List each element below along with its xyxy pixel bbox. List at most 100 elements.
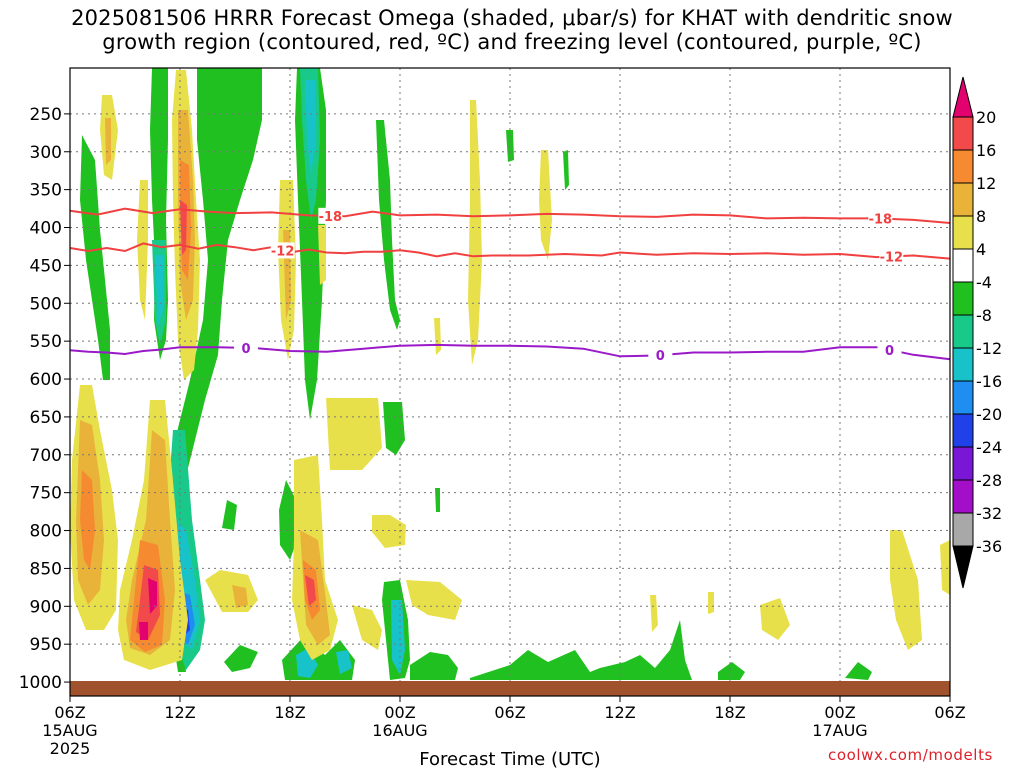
- omega-negative-region: [376, 120, 400, 330]
- omega-negative-region: [410, 652, 458, 680]
- colorbar-swatch: [952, 182, 974, 217]
- omega-positive-region: [318, 225, 326, 285]
- x-tick-date-label: 17AUG: [812, 721, 867, 740]
- y-tick-label: 750: [30, 484, 62, 504]
- x-tick-label: 06Z: [54, 703, 85, 722]
- y-tick-label: 600: [30, 370, 62, 390]
- colorbar-level-label: 12: [976, 174, 996, 193]
- omega-negative-region: [165, 68, 262, 672]
- omega-positive-region: [468, 100, 482, 365]
- contour-line-minus18: [69, 207, 951, 224]
- colorbar-swatch: [952, 479, 974, 514]
- y-tick-label: 700: [30, 446, 62, 466]
- omega-positive-region: [180, 200, 187, 255]
- axes: 250 300 350 400 450 500 550 600 650 700 750 800 850 9…: [19, 105, 966, 758]
- omega-positive-region: [148, 578, 157, 614]
- x-tick-label: 00Z: [384, 703, 415, 722]
- colorbar-level-label: -16: [976, 372, 1002, 391]
- temperature-contours: -18 -18 -12 -12 0 0 0: [69, 207, 951, 364]
- y-tick-label: 550: [30, 332, 62, 352]
- contour-label-bg: [270, 242, 295, 259]
- plot-area: -18 -18 -12 -12 0 0 0: [69, 67, 951, 697]
- omega-positive-region: [305, 575, 316, 606]
- colorbar-swatch: [952, 116, 974, 151]
- x-tick-label: 18Z: [714, 703, 745, 722]
- colorbar-level-label: -36: [976, 537, 1002, 556]
- y-tick-label: 1000: [19, 673, 62, 693]
- contour-label-bg: [648, 347, 673, 364]
- x-tick-year-label: 2025: [50, 739, 91, 758]
- colorbar-level-label: -24: [976, 438, 1002, 457]
- colorbar-top-arrow: [952, 76, 974, 118]
- contour-label-bg: [234, 339, 258, 356]
- contour-label: -12: [880, 250, 904, 265]
- contour-line-0: [69, 343, 951, 361]
- x-tick-label: 12Z: [164, 703, 195, 722]
- x-tick-label: 12Z: [604, 703, 635, 722]
- contour-label: -18: [319, 210, 343, 225]
- x-tick-date-label: 16AUG: [372, 721, 427, 740]
- y-tick-label: 950: [30, 635, 62, 655]
- omega-positive-region: [940, 540, 950, 595]
- omega-positive-region: [80, 470, 95, 570]
- omega-strong-negative-region: [155, 255, 164, 325]
- omega-positive-region: [890, 530, 922, 650]
- omega-negative-region: [563, 150, 569, 190]
- omega-positive-region: [372, 515, 406, 548]
- colorbar-level-label: 16: [976, 141, 996, 160]
- contour-label-bg: [879, 248, 904, 265]
- omega-strong-negative-region: [391, 600, 405, 675]
- omega-negative-region: [224, 645, 258, 672]
- x-tick-label: 06Z: [494, 703, 525, 722]
- colorbar-level-label: -32: [976, 504, 1002, 523]
- y-tick-label: 900: [30, 597, 62, 617]
- y-tick-label: 650: [30, 408, 62, 428]
- y-tick-label: 250: [30, 105, 62, 125]
- omega-negative-region: [470, 620, 692, 680]
- colorbar-level-label: 4: [976, 240, 986, 259]
- y-tick-label: 800: [30, 522, 62, 542]
- y-tick-label: 450: [30, 256, 62, 276]
- y-tick-label: 300: [30, 143, 62, 163]
- chart-title-line2: growth region (contoured, red, ºC) and f…: [102, 30, 922, 54]
- omega-positive-region: [650, 595, 658, 632]
- credit-link[interactable]: coolwx.com/modelts: [828, 746, 993, 764]
- y-tick-label: 350: [30, 181, 62, 201]
- omega-negative-region: [80, 135, 110, 380]
- omega-positive-region: [205, 570, 258, 612]
- omega-positive-region: [137, 180, 148, 320]
- colorbar-level-label: -28: [976, 471, 1002, 490]
- omega-strong-negative-region: [296, 648, 318, 678]
- contour-label: 0: [885, 344, 894, 359]
- colorbar-swatch: [952, 314, 974, 349]
- omega-strong-negative-region: [305, 80, 316, 175]
- omega-positive-region: [139, 622, 148, 640]
- x-tick-label: 00Z: [824, 703, 855, 722]
- omega-negative-region: [383, 402, 405, 455]
- grid-lines: [70, 68, 950, 696]
- contour-label-bg: [877, 342, 902, 359]
- omega-positive-region: [406, 580, 462, 620]
- colorbar-swatch: [952, 347, 974, 382]
- chart-title: 2025081506 HRRR Forecast Omega (shaded, …: [0, 6, 1024, 54]
- colorbar-swatch: [952, 248, 974, 283]
- contour-line-minus12: [69, 242, 951, 260]
- colorbar-swatch: [952, 281, 974, 316]
- colorbar: 20 16 12 8 4 -4 -8 -12 -16 -20 -24 -28 -32 -36: [952, 76, 1002, 589]
- colorbar-level-label: -20: [976, 405, 1002, 424]
- colorbar-swatch: [952, 512, 974, 547]
- omega-negative-region: [845, 662, 872, 680]
- colorbar-swatch: [952, 446, 974, 481]
- x-tick-date-label: 15AUG: [42, 721, 97, 740]
- y-tick-label: 400: [30, 219, 62, 239]
- omega-positive-region: [232, 585, 248, 608]
- omega-negative-region: [718, 662, 745, 680]
- ground-terrain: [70, 681, 950, 696]
- omega-positive-region: [434, 318, 441, 355]
- colorbar-bottom-arrow: [952, 545, 974, 589]
- contour-label: -12: [271, 244, 295, 259]
- omega-positive-region: [352, 605, 382, 650]
- colorbar-level-label: -12: [976, 339, 1002, 358]
- omega-strong-negative-region: [336, 650, 352, 674]
- omega-positive-region: [105, 118, 111, 165]
